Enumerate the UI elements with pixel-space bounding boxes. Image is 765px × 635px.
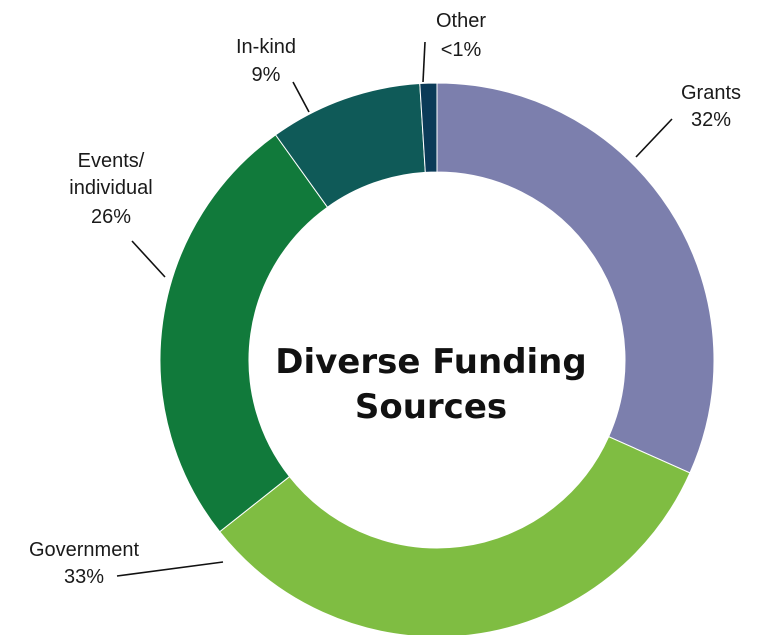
- slice-label-in-kind-name: In-kind: [236, 36, 296, 58]
- leader-line-events: [131, 240, 166, 278]
- donut-slice-events-individual: [159, 134, 329, 533]
- slice-label-in-kind-value: 9%: [252, 64, 281, 86]
- slice-label-events-line-1: Events/: [78, 150, 145, 172]
- slice-label-grants-name: Grants: [681, 82, 741, 104]
- donut-slice-government: [218, 435, 691, 635]
- chart-title-line-1: Diverse Funding: [275, 342, 586, 382]
- leader-line-government: [116, 561, 224, 577]
- leader-line-grants: [635, 118, 673, 158]
- slice-label-other-value: <1%: [441, 39, 482, 61]
- slice-label-events-line-2: individual: [69, 177, 152, 199]
- donut-slices: [159, 82, 715, 635]
- leader-line-other: [422, 41, 426, 83]
- slice-label-grants: Grants 32%: [635, 82, 741, 158]
- slice-label-government-name: Government: [29, 539, 139, 561]
- slice-label-other: Other <1%: [422, 10, 486, 83]
- slice-label-events-value: 26%: [91, 206, 131, 228]
- slice-label-events-individual: Events/ individual 26%: [69, 150, 166, 278]
- donut-slice-grants: [436, 82, 715, 474]
- slice-label-grants-value: 32%: [691, 109, 731, 131]
- slice-label-government: Government 33%: [29, 539, 224, 588]
- donut-slice-other: [419, 82, 438, 173]
- slice-label-in-kind: In-kind 9%: [236, 36, 310, 113]
- chart-title-line-2: Sources: [355, 387, 507, 427]
- slice-label-other-name: Other: [436, 10, 486, 32]
- slice-label-government-value: 33%: [64, 566, 104, 588]
- leader-line-in-kind: [292, 81, 310, 113]
